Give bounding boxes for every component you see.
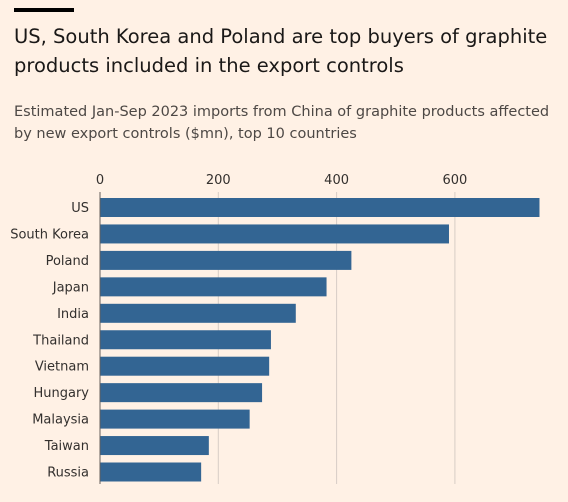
- category-label: Hungary: [33, 386, 89, 401]
- category-label: Japan: [52, 280, 89, 295]
- bar: [100, 277, 327, 297]
- bar: [100, 250, 352, 270]
- bar: [100, 198, 540, 217]
- bar: [100, 356, 270, 376]
- bar: [100, 409, 250, 429]
- x-tick-label: 200: [206, 173, 231, 188]
- category-label: US: [71, 201, 89, 216]
- bar: [100, 224, 449, 244]
- brand-bar: [14, 8, 74, 12]
- category-label: Russia: [47, 466, 89, 481]
- chart-subtitle: Estimated Jan-Sep 2023 imports from Chin…: [14, 104, 550, 142]
- category-label: Poland: [46, 254, 89, 269]
- bar: [100, 303, 296, 323]
- bar: [100, 436, 209, 456]
- category-label: South Korea: [10, 227, 89, 242]
- chart-title: US, South Korea and Poland are top buyer…: [14, 25, 548, 77]
- category-label: India: [57, 307, 89, 322]
- category-label: Taiwan: [44, 439, 89, 454]
- bar: [100, 330, 271, 350]
- category-label: Thailand: [32, 333, 89, 348]
- bar: [100, 383, 263, 403]
- x-tick-label: 600: [442, 173, 467, 188]
- bar: [100, 462, 202, 482]
- x-tick-label: 400: [324, 173, 349, 188]
- category-label: Malaysia: [32, 413, 89, 428]
- x-tick-label: 0: [96, 173, 104, 188]
- category-label: Vietnam: [35, 360, 89, 375]
- bar-chart: 0 200 400 600 US South Korea Poland Japan India T…: [10, 173, 540, 484]
